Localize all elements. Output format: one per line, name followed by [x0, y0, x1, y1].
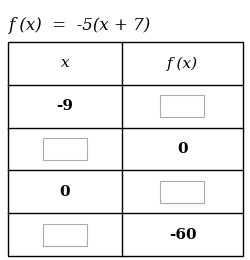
Bar — [8, 42, 242, 256]
Bar — [43, 224, 87, 246]
Text: -9: -9 — [56, 99, 73, 113]
Bar — [160, 95, 204, 117]
Bar — [43, 138, 87, 160]
Text: 0: 0 — [60, 185, 70, 199]
Text: 0: 0 — [176, 142, 187, 156]
Text: x: x — [60, 56, 69, 70]
Text: f (x)  =  -5(x + 7): f (x) = -5(x + 7) — [8, 17, 150, 34]
Bar — [160, 181, 204, 203]
Text: -60: -60 — [168, 228, 196, 242]
Text: f (x): f (x) — [166, 56, 197, 71]
